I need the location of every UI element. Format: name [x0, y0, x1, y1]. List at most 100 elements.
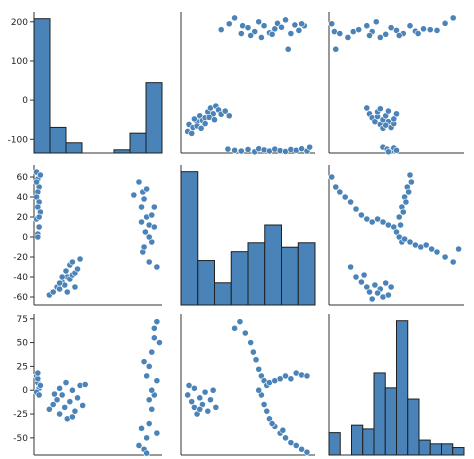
y-tick-label: 200	[11, 18, 28, 28]
scatter-point	[449, 258, 457, 266]
panel-r0-c0: 200 100 0 -100	[8, 12, 163, 154]
scatter-point	[34, 369, 42, 377]
scatter-point	[53, 396, 61, 404]
hist-bar	[418, 439, 431, 456]
scatter-point	[260, 401, 268, 408]
scatter-point	[247, 339, 255, 346]
scatter-point	[49, 288, 57, 296]
scatter-point	[366, 288, 373, 296]
scatter-point	[143, 185, 151, 193]
scatter-point	[449, 14, 457, 22]
scatter-point	[374, 289, 381, 297]
scatter-point	[332, 45, 340, 53]
scatter-point	[255, 386, 263, 394]
panel-r2-c2	[328, 314, 465, 456]
scatter-point	[153, 429, 161, 437]
scatter-point	[138, 203, 145, 211]
scatter-point	[76, 255, 84, 263]
hist-bar	[129, 132, 147, 154]
scatter-point	[441, 19, 449, 27]
scatter-point	[190, 115, 198, 123]
scatter-point	[81, 381, 89, 388]
scatter-point	[236, 318, 244, 326]
scatter-point	[58, 273, 66, 281]
scatter-point	[336, 188, 344, 196]
scatter-point	[196, 394, 204, 402]
scatter-point	[201, 388, 209, 396]
scatter-point	[390, 115, 398, 123]
scatter-point	[156, 339, 163, 346]
y-tick-label: -50	[13, 434, 28, 444]
scatter-point	[34, 233, 42, 241]
scatter-point	[278, 23, 285, 31]
scatter-point	[209, 386, 217, 394]
scatter-point	[355, 26, 363, 34]
hist-bar	[49, 126, 67, 154]
scatter-point	[407, 178, 415, 186]
scatter-point	[352, 273, 360, 281]
scatter-point	[376, 34, 384, 41]
scatter-point	[368, 218, 376, 226]
scatter-point	[341, 193, 349, 201]
y-tick-label: -25	[13, 410, 28, 420]
scatter-point	[244, 24, 252, 32]
y-tick-label: 40	[17, 193, 29, 203]
scatter-point	[69, 413, 76, 421]
panel-r1-c0: 60 40 20 0 -20 -40 -60	[13, 165, 162, 306]
scatter-point	[406, 238, 414, 246]
scatter-point	[185, 382, 193, 389]
scatter-point	[58, 391, 66, 399]
scatter-point	[357, 211, 365, 219]
scatter-point	[135, 178, 143, 186]
scatter-point	[255, 365, 263, 373]
scatter-point	[188, 130, 196, 137]
scatter-point	[148, 211, 156, 219]
scatter-point	[148, 348, 156, 356]
y-tick-label: 0	[22, 233, 28, 243]
scatter-point	[184, 391, 192, 399]
scatter-point	[395, 213, 403, 221]
scatter-point	[145, 258, 153, 266]
scatter-point	[153, 263, 161, 271]
scatter-point	[217, 26, 225, 34]
scatter-point	[49, 401, 57, 408]
scatter-point	[298, 20, 305, 28]
hist-bar	[247, 242, 266, 306]
scatter-point	[211, 116, 218, 124]
hist-bar	[281, 246, 299, 306]
scatter-point	[347, 198, 354, 206]
scatter-point	[252, 356, 260, 364]
scatter-point	[263, 407, 271, 415]
scatter-point	[268, 420, 276, 427]
scatter-point	[130, 191, 138, 199]
scatter-point	[71, 283, 79, 291]
scatter-point	[360, 271, 368, 279]
scatter-point	[138, 218, 145, 226]
scatter-point	[35, 223, 43, 231]
hist-bar	[328, 432, 341, 456]
scatter-point	[143, 449, 151, 457]
y-tick-label: 25	[17, 362, 28, 372]
scatter-point	[347, 263, 354, 271]
scatter-point	[249, 348, 257, 356]
scatter-point	[150, 203, 158, 211]
scatter-point	[231, 324, 238, 332]
hist-bar	[180, 171, 199, 306]
scatter-point	[141, 228, 149, 236]
y-tick-label: 60	[17, 173, 29, 183]
scatter-point	[145, 233, 153, 241]
scatter-point	[372, 18, 380, 26]
scatter-point	[332, 183, 340, 191]
scatter-point	[37, 382, 44, 389]
scatter-point	[414, 30, 422, 37]
scatter-point	[382, 121, 390, 129]
hist-bar	[441, 443, 454, 456]
scatter-point	[251, 28, 259, 35]
scatter-point	[35, 213, 43, 221]
scatter-point	[66, 398, 74, 406]
scatter-point	[74, 265, 81, 273]
scatter-point	[138, 424, 145, 432]
scatter-point	[295, 27, 303, 34]
scatter-point	[143, 434, 151, 442]
scatter-point	[428, 245, 435, 253]
